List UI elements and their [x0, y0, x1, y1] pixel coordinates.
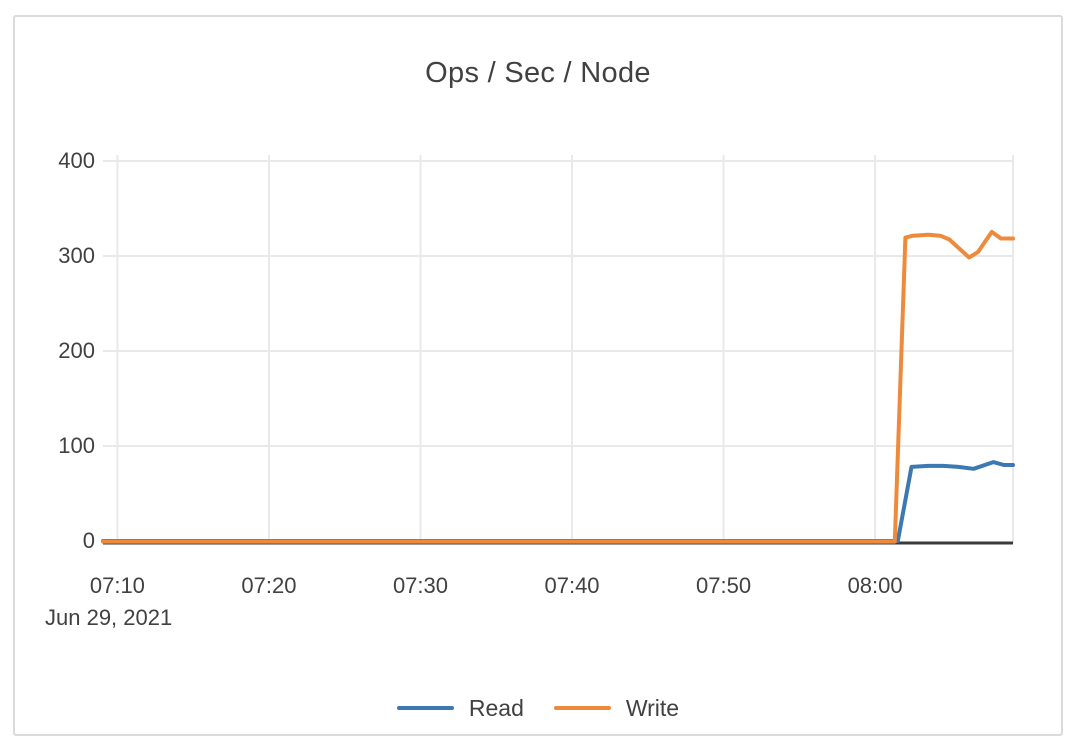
legend-label: Write	[625, 694, 680, 721]
y-tick-label-100: 100	[58, 433, 95, 458]
legend-item-write[interactable]: Write	[553, 694, 680, 722]
y-tick-label-0: 0	[82, 528, 95, 553]
legend: Read Write	[13, 691, 1063, 725]
x-tick-label-08-00: 08:00	[847, 573, 903, 598]
legend-swatch-write	[553, 706, 611, 710]
chart-title: Ops / Sec / Node	[425, 57, 651, 89]
x-tick-label-07-20: 07:20	[241, 573, 297, 598]
y-tick-label-200: 200	[58, 338, 95, 363]
x-tick-label-07-10: 07:10	[89, 573, 145, 598]
x-tick-label-07-40: 07:40	[544, 573, 600, 598]
chart-card	[13, 15, 1063, 736]
x-tick-label-07-30: 07:30	[392, 573, 448, 598]
x-tick-label-07-50: 07:50	[696, 573, 752, 598]
x-axis-date-label: Jun 29, 2021	[45, 605, 173, 630]
y-tick-label-300: 300	[58, 243, 95, 268]
legend-label: Read	[468, 694, 524, 721]
y-tick-label-400: 400	[58, 148, 95, 173]
read-line	[101, 460, 1015, 543]
write-line	[101, 229, 1015, 544]
legend-item-read[interactable]: Read	[396, 694, 524, 722]
legend-swatch-read	[396, 706, 454, 710]
